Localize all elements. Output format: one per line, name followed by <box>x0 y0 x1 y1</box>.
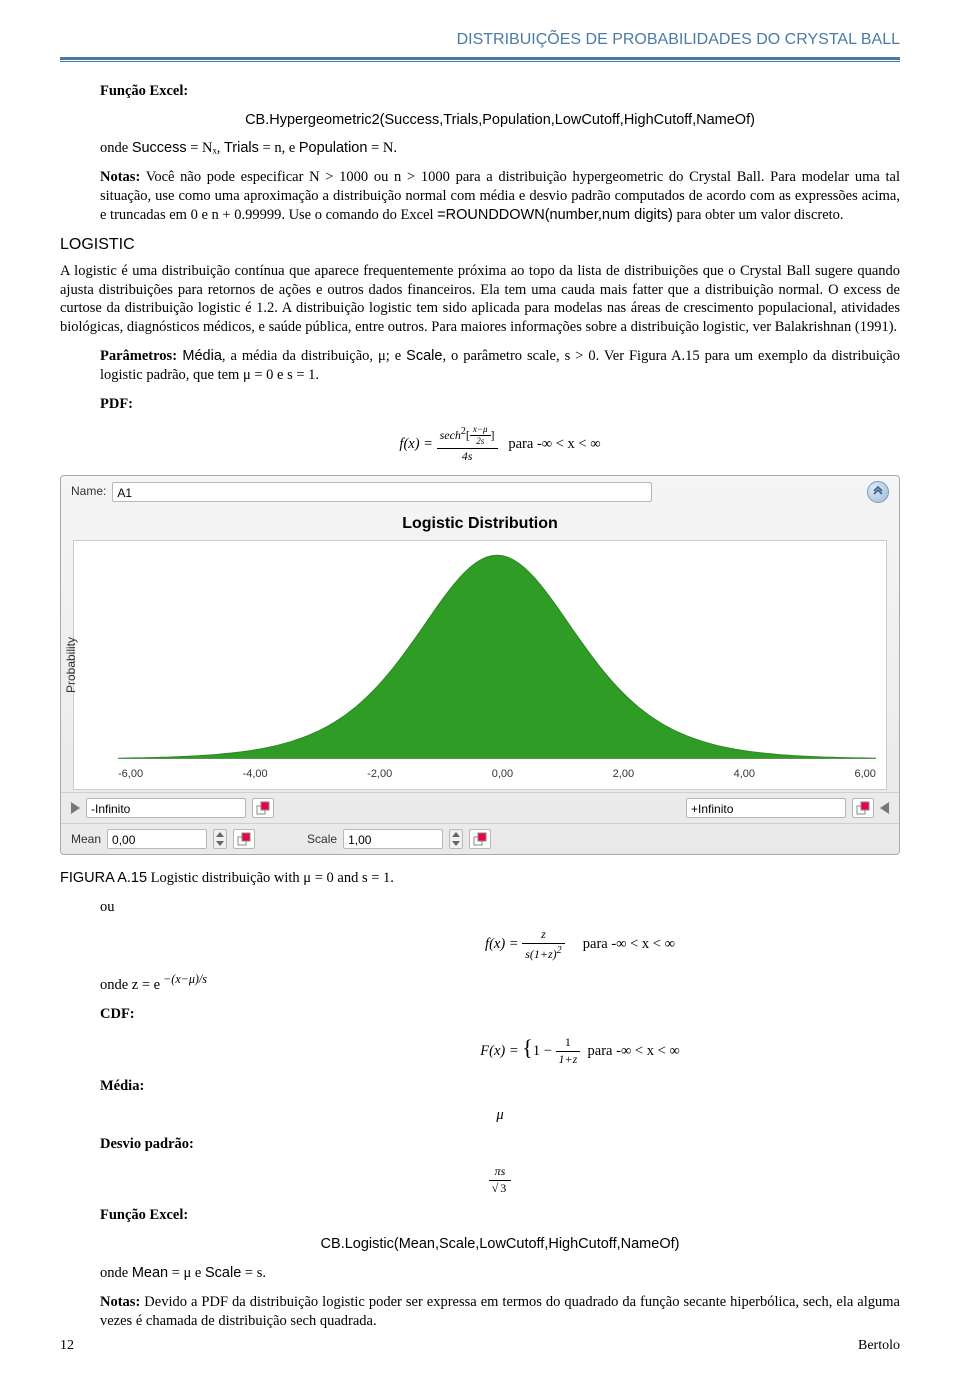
name-input[interactable]: A1 <box>112 482 652 502</box>
page-header: DISTRIBUIÇÕES DE PROBABILIDADES DO CRYST… <box>60 30 900 51</box>
notas-label-2: Notas: <box>100 1294 140 1310</box>
pdf-range: para -∞ < x < ∞ <box>508 435 600 451</box>
name-label: Name: <box>71 484 106 500</box>
x-tick-label: 2,00 <box>613 767 634 789</box>
cdf-formula: F(x) = {1 − 11+z para -∞ < x < ∞ <box>100 1034 900 1068</box>
pdf-formula: f(x) = sech2[x−μ2s] 4s para -∞ < x < ∞ <box>100 424 900 465</box>
chart-plot <box>118 549 876 759</box>
notas-logistic: Notas: Devido a PDF da distribuição logi… <box>100 1293 900 1331</box>
scale-input[interactable]: 1,00 <box>343 829 443 849</box>
notas-hypergeometric: Notas: Você não pode especificar N > 100… <box>100 168 900 225</box>
chart-area: Probability -6,00-4,00-2,000,002,004,006… <box>73 540 887 790</box>
media-val: μ <box>100 1106 900 1125</box>
params-t2: , a média da distribuição, μ; e <box>222 348 406 364</box>
x-tick-label: 0,00 <box>492 767 513 789</box>
params-t1: Média <box>177 348 222 364</box>
figure-caption: FIGURA A.15 Logistic distribuição with μ… <box>60 869 900 888</box>
eq2: = n, e <box>259 140 299 156</box>
txt-success: Success <box>132 140 187 156</box>
x-axis: -6,00-4,00-2,000,002,004,006,00 <box>118 763 876 785</box>
eq2b: = s. <box>241 1265 266 1281</box>
onde-z-exp: −(x−μ)/s <box>160 972 207 986</box>
page-number: 12 <box>60 1337 74 1355</box>
func-call-logistic: CB.Logistic(Mean,Scale,LowCutoff,HighCut… <box>100 1235 900 1254</box>
cdf-range: para -∞ < x < ∞ <box>588 1043 680 1059</box>
eq1b: = μ e <box>168 1265 205 1281</box>
params-label: Parâmetros: <box>100 348 177 364</box>
caption-label: FIGURA A.15 <box>60 870 147 886</box>
func-call-hypergeometric: CB.Hypergeometric2(Success,Trials,Popula… <box>100 111 900 130</box>
header-rule <box>60 57 900 62</box>
desvio-formula: πs√3 <box>100 1164 900 1196</box>
rounddown: =ROUNDDOWN(number,num digits) <box>437 207 673 223</box>
scale-picker[interactable] <box>469 829 491 849</box>
desvio-label: Desvio padrão: <box>100 1135 900 1154</box>
func-excel-label: Função Excel: <box>100 82 900 101</box>
section-logistic-title: LOGISTIC <box>60 235 900 256</box>
y-axis-label: Probability <box>64 637 80 693</box>
mean-label: Mean <box>71 832 101 848</box>
notas-label: Notas: <box>100 169 140 185</box>
author: Bertolo <box>858 1337 900 1355</box>
left-handle-icon[interactable] <box>71 802 80 814</box>
caption-text: Logistic distribuição with μ = 0 and s =… <box>147 870 394 886</box>
params-t3: Scale <box>406 348 442 364</box>
eq3: = N. <box>367 140 397 156</box>
media-label: Média: <box>100 1077 900 1096</box>
lower-bound-input[interactable]: -Infinito <box>86 798 246 818</box>
cdf-label: CDF: <box>100 1005 900 1024</box>
notas-tail: para obter um valor discreto. <box>673 207 844 223</box>
upper-bound-picker[interactable] <box>852 798 874 818</box>
func-excel-label-2: Função Excel: <box>100 1206 900 1225</box>
logistic-paragraph: A logistic é uma distribuição contínua q… <box>60 262 900 337</box>
chart-svg <box>118 549 876 759</box>
upper-bound-input[interactable]: +Infinito <box>686 798 846 818</box>
notas-text-2: Devido a PDF da distribuição logistic po… <box>100 1294 900 1329</box>
ou: ou <box>100 898 900 917</box>
txt-mean: Mean <box>132 1265 168 1281</box>
logistic-dialog: Name: A1 Logistic Distribution Probabili… <box>60 475 900 856</box>
scale-spinner[interactable] <box>449 829 463 849</box>
txt-population: Population <box>299 140 368 156</box>
onde-z-txt: onde z = e <box>100 977 160 993</box>
mean-picker[interactable] <box>233 829 255 849</box>
pdf-label: PDF: <box>100 395 900 414</box>
page-footer: 12 Bertolo <box>60 1337 900 1355</box>
collapse-button[interactable] <box>867 481 889 503</box>
onde2: onde <box>100 1265 132 1281</box>
pdf2-range: para -∞ < x < ∞ <box>583 936 675 952</box>
onde-line-2: onde Mean = μ e Scale = s. <box>100 1264 900 1283</box>
x-tick-label: -4,00 <box>243 767 268 789</box>
txt-scale: Scale <box>205 1265 241 1281</box>
txt-trials: Trials <box>224 140 259 156</box>
eq1: = Nₓ, <box>187 140 224 156</box>
mean-input[interactable]: 0,00 <box>107 829 207 849</box>
x-tick-label: -6,00 <box>118 767 143 789</box>
onde-line-1: onde Success = Nₓ, Trials = n, e Populat… <box>100 139 900 158</box>
logistic-curve <box>118 556 876 760</box>
lower-bound-picker[interactable] <box>252 798 274 818</box>
x-tick-label: 6,00 <box>855 767 876 789</box>
mean-spinner[interactable] <box>213 829 227 849</box>
params-line: Parâmetros: Média, a média da distribuiç… <box>100 347 900 385</box>
dialog-title: Logistic Distribution <box>61 508 899 535</box>
scale-label: Scale <box>307 832 337 848</box>
onde-txt: onde <box>100 140 132 156</box>
pdf2-formula: f(x) = zs(1+z)2 para -∞ < x < ∞ <box>100 927 900 962</box>
right-handle-icon[interactable] <box>880 802 889 814</box>
x-tick-label: -2,00 <box>367 767 392 789</box>
x-tick-label: 4,00 <box>734 767 755 789</box>
onde-z: onde z = e −(x−μ)/s <box>100 972 900 995</box>
